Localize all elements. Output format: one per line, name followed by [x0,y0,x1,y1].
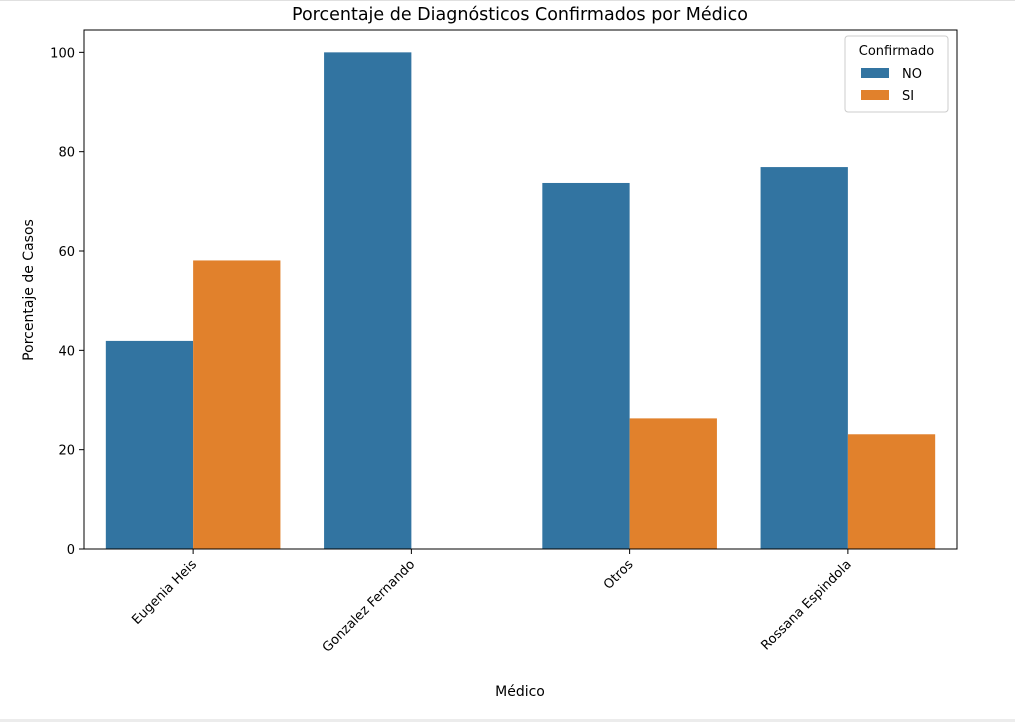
plot-frame [83,29,958,550]
x-tick-label: Gonzalez Fernando [320,557,418,655]
y-tick-label: 100 [50,46,75,61]
legend-title: Confirmado [859,44,934,59]
plot-area [105,52,936,550]
window-top-border [0,0,1015,1]
bar-si-1 [193,260,281,549]
y-tick-label: 20 [58,444,75,459]
y-tick-label: 60 [58,245,75,260]
chart-title: Porcentaje de Diagnósticos Confirmados p… [292,5,748,25]
y-tick-label: 0 [67,543,75,558]
bar-no-2 [324,52,412,550]
window-bottom-border [0,719,1015,722]
legend-swatch-no [861,68,889,78]
y-tick-label: 40 [58,344,75,359]
x-tick-label: Rossana Espindola [758,557,854,653]
y-tick-label: 80 [58,146,75,161]
bar-no-3 [542,182,630,549]
bar-no-4 [760,167,848,549]
y-axis-label: Porcentaje de Casos [21,219,37,361]
x-axis-label: Médico [495,684,545,700]
bar-si-3 [629,418,717,549]
bar-no-1 [105,340,194,549]
x-tick-label: Eugenia Heis [129,557,200,628]
legend-label-no: NO [902,67,922,82]
x-tick-label: Otros [601,557,637,593]
bar-si-4 [847,434,936,549]
legend: Confirmado NO SI [844,35,949,113]
legend-label-si: SI [902,89,914,104]
legend-swatch-si [861,90,889,100]
